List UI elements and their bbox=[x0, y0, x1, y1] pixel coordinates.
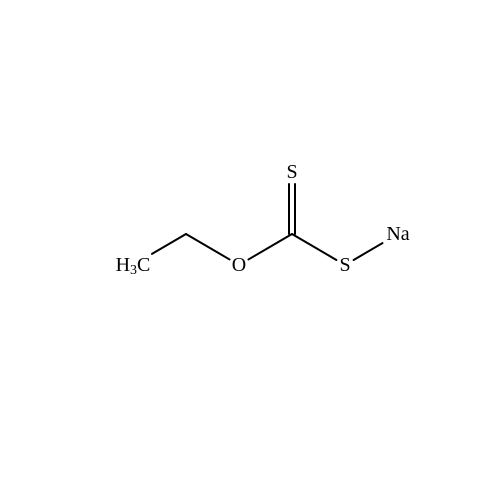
atom-label-s_up: S bbox=[286, 161, 297, 183]
bond bbox=[186, 234, 230, 259]
atom-label-s_r: S bbox=[339, 254, 350, 276]
atom-label-ch3: H3C bbox=[116, 254, 151, 278]
bonds-layer bbox=[152, 184, 382, 260]
molecule-diagram: H3C O S S Na bbox=[0, 0, 500, 500]
bond bbox=[292, 234, 336, 260]
bond bbox=[152, 234, 186, 254]
atom-label-na: Na bbox=[386, 223, 409, 245]
bond bbox=[248, 234, 292, 259]
atoms-layer: H3C O S S Na bbox=[116, 161, 410, 278]
atom-label-o: O bbox=[232, 254, 246, 276]
bond bbox=[354, 243, 383, 260]
